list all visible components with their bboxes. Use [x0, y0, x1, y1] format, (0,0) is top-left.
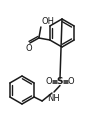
Text: S: S [57, 77, 63, 86]
Text: O: O [25, 44, 32, 53]
Text: O: O [68, 77, 74, 86]
Text: NH: NH [48, 94, 60, 103]
Text: OH: OH [41, 17, 54, 26]
Text: O: O [46, 77, 52, 86]
